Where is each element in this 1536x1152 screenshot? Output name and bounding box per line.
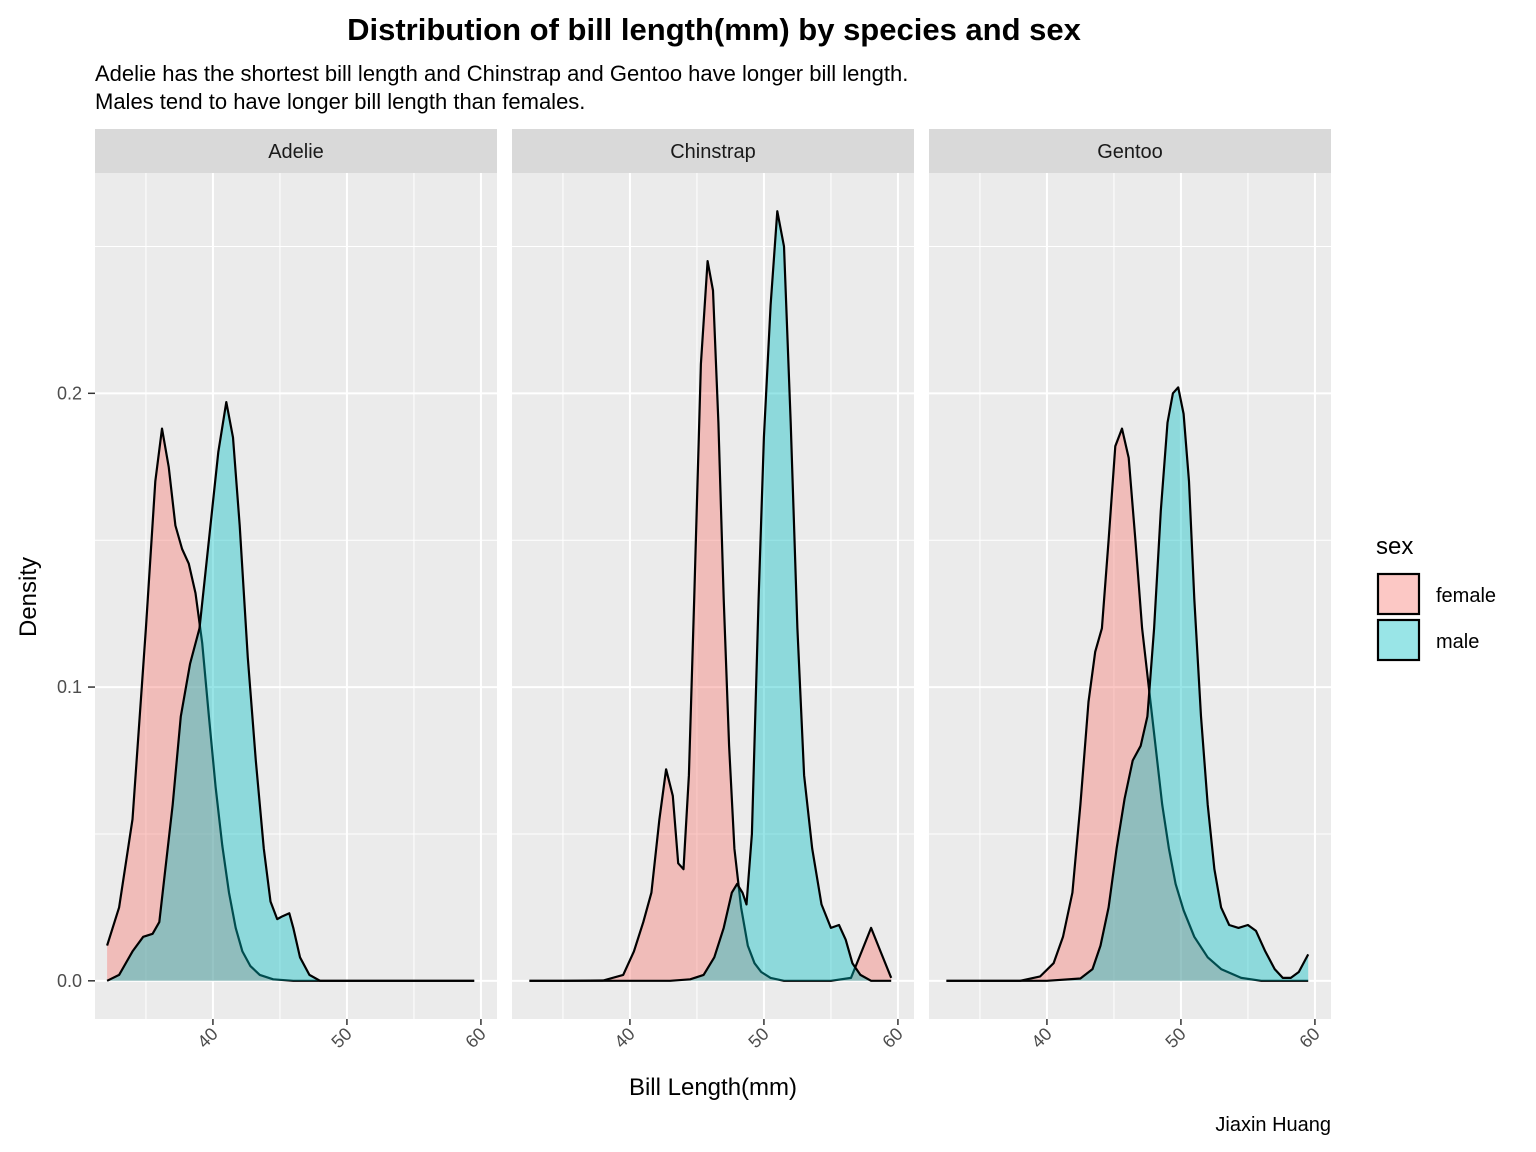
density-line-female — [529, 260, 893, 982]
x-tick-label: 40 — [1027, 1024, 1055, 1052]
legend-label-male: male — [1436, 631, 1479, 653]
chart-title: Distribution of bill length(mm) by speci… — [347, 12, 1082, 47]
density-area-male — [946, 387, 1309, 981]
x-tick-label: 60 — [1295, 1024, 1323, 1052]
facet-strip — [929, 129, 1331, 173]
x-tick-label: 60 — [878, 1024, 906, 1052]
density-line-male — [946, 386, 1310, 982]
panel-chinstrap: Chinstrap 40 50 60 — [512, 129, 914, 1052]
density-area-male — [529, 211, 892, 981]
density-area-female — [946, 428, 1309, 981]
legend-title: sex — [1376, 533, 1413, 560]
x-tick-label: 50 — [1161, 1024, 1189, 1052]
legend: sex female male — [1376, 533, 1496, 662]
panel-adelie: Adelie 40 50 60 — [95, 129, 497, 1052]
density-area-female — [529, 261, 892, 981]
x-tick-label: 60 — [461, 1024, 489, 1052]
facet-strip-label: Chinstrap — [670, 141, 756, 163]
chart-subtitle-line-2: Males tend to have longer bill length th… — [95, 89, 585, 114]
x-axis-title: Bill Length(mm) — [629, 1074, 797, 1101]
y-tick-label: 0.1 — [57, 677, 82, 697]
chart-caption: Jiaxin Huang — [1215, 1114, 1331, 1136]
facet-strip — [95, 129, 497, 173]
legend-key-female — [1376, 572, 1421, 616]
y-axis-title: Density — [15, 557, 42, 637]
y-tick-label: 0.2 — [57, 383, 82, 403]
density-line-female — [106, 427, 475, 982]
x-tick-label: 50 — [744, 1024, 772, 1052]
legend-key-bg — [1377, 619, 1420, 661]
legend-key-bg — [1377, 573, 1420, 615]
panel-gentoo: Gentoo 40 50 60 — [929, 129, 1331, 1052]
facet-strip-label: Adelie — [268, 141, 324, 163]
facet-strip — [512, 129, 914, 173]
legend-key-male — [1376, 618, 1421, 662]
facet-panels: Adelie 40 50 60 Chinstrap 40 50 60 Gentoo 40 50 60 — [95, 129, 1331, 1052]
density-line-male — [106, 401, 475, 982]
panel-background — [929, 173, 1331, 1019]
x-tick-label: 40 — [193, 1024, 221, 1052]
panel-background — [95, 173, 497, 1019]
x-tick-label: 50 — [327, 1024, 355, 1052]
facet-strip-label: Gentoo — [1097, 141, 1163, 163]
y-tick-label: 0.0 — [57, 971, 82, 991]
density-line-female — [946, 427, 1309, 982]
density-line-male — [529, 210, 892, 982]
density-area-male — [107, 402, 475, 981]
legend-label-female: female — [1436, 585, 1496, 607]
y-axis: 0.0 0.1 0.2 — [57, 383, 95, 991]
chart-subtitle-line-1: Adelie has the shortest bill length and … — [95, 61, 908, 86]
density-area-female — [107, 428, 475, 981]
x-tick-label: 40 — [610, 1024, 638, 1052]
